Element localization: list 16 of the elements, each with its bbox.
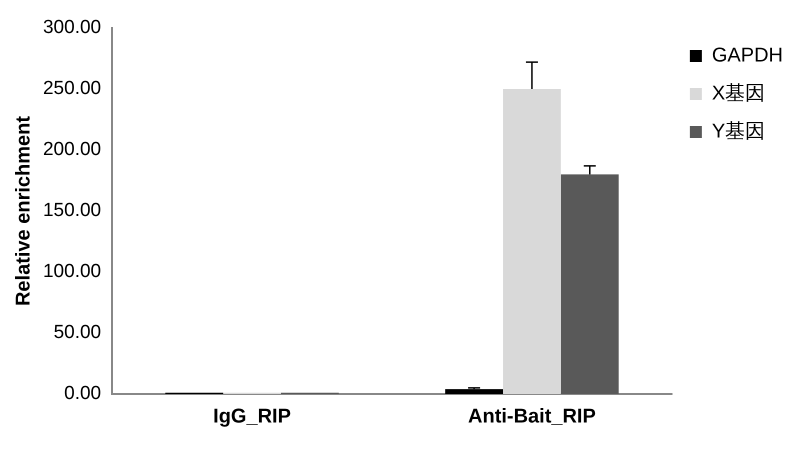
bar xyxy=(503,89,561,394)
legend-label: Y基因 xyxy=(712,120,766,143)
y-tick-label: 50.00 xyxy=(54,322,102,344)
y-tick-label: 100.00 xyxy=(42,261,102,282)
y-tick-label: 200.00 xyxy=(42,139,102,160)
bar xyxy=(560,174,619,394)
bar xyxy=(445,389,504,394)
y-tick-label: 0.00 xyxy=(64,383,102,404)
legend-label: GAPDH xyxy=(712,44,783,67)
x-tick-label: Anti-Bait_RIP xyxy=(468,406,596,428)
y-tick-label: 300.00 xyxy=(42,17,102,38)
y-tick-label: 250.00 xyxy=(42,78,102,100)
y-tick-label: 150.00 xyxy=(42,200,102,222)
y-axis-title: Relative enrichment xyxy=(12,116,35,306)
x-tick-label: IgG_RIP xyxy=(213,406,291,428)
legend-label: X基因 xyxy=(712,82,766,105)
